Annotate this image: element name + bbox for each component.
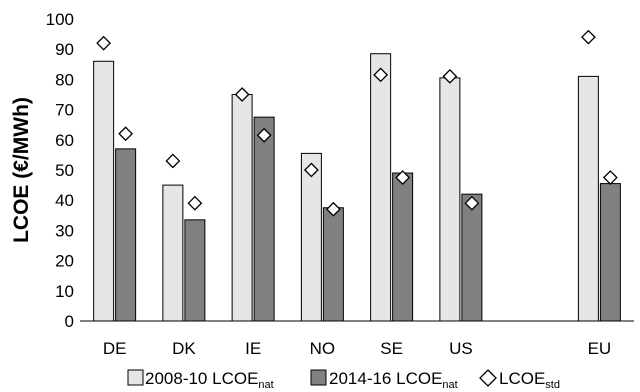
y-tick-label: 0 — [65, 312, 74, 331]
x-tick-label: DE — [103, 339, 127, 358]
bar-2014-16 — [184, 219, 206, 322]
x-tick-label: US — [449, 339, 473, 358]
std-marker — [464, 195, 480, 211]
bar-2008-10 — [162, 184, 184, 322]
x-tick-label: EU — [588, 339, 612, 358]
legend-label-2014-16: 2014-16 LCOEnat — [329, 369, 458, 391]
std-marker — [303, 162, 319, 178]
bar-2014-16 — [599, 183, 621, 322]
x-tick-label: IE — [245, 339, 261, 358]
y-tick-label: 20 — [55, 252, 74, 271]
std-marker — [395, 170, 411, 185]
bars — [93, 53, 621, 322]
bar-2008-10 — [439, 77, 461, 322]
std-marker — [602, 170, 618, 185]
x-tick-label: NO — [310, 339, 336, 358]
bar-2014-16 — [392, 172, 414, 322]
bar-2008-10 — [577, 75, 599, 322]
std-marker — [373, 67, 389, 83]
bar-2008-10 — [370, 53, 392, 322]
std-marker — [118, 126, 134, 142]
y-tick-label: 70 — [55, 101, 74, 120]
std-marker — [96, 35, 112, 51]
bar-2014-16 — [461, 193, 483, 322]
y-axis-ticks: 0 10 20 30 40 50 60 70 80 90 100 — [46, 10, 74, 331]
std-marker — [187, 195, 203, 211]
bar-2008-10 — [300, 152, 322, 322]
legend-label-std: LCOEstd — [499, 369, 560, 391]
legend-swatch-2014-16 — [310, 369, 327, 386]
x-tick-label: SE — [380, 339, 403, 358]
std-marker — [580, 29, 596, 45]
std-marker — [234, 87, 250, 102]
std-marker — [442, 68, 458, 84]
x-axis-labels: DE DK IE NO SE US EU — [103, 339, 611, 358]
legend-label-2008-10: 2008-10 LCOEnat — [145, 369, 274, 391]
y-tick-label: 40 — [55, 191, 74, 210]
y-tick-label: 90 — [55, 40, 74, 59]
std-markers — [96, 29, 618, 217]
bar-2014-16 — [322, 207, 344, 322]
legend-swatch-2008-10 — [127, 369, 144, 386]
std-marker — [256, 127, 272, 143]
legend: 2008-10 LCOEnat 2014-16 LCOEnat LCOEstd — [127, 369, 560, 391]
std-marker — [325, 201, 341, 217]
bar-2008-10 — [93, 60, 115, 322]
bar-2014-16 — [253, 116, 275, 322]
y-tick-label: 60 — [55, 131, 74, 150]
std-marker — [165, 153, 181, 169]
y-tick-label: 50 — [55, 161, 74, 180]
y-tick-label: 80 — [55, 70, 74, 89]
bar-2014-16 — [115, 148, 137, 322]
bar-2008-10 — [231, 94, 253, 322]
y-tick-label: 30 — [55, 221, 74, 240]
y-tick-label: 10 — [55, 282, 74, 301]
y-tick-label: 100 — [46, 10, 74, 29]
y-axis-label: LCOE (€/MWh) — [10, 97, 33, 243]
legend-diamond-icon — [479, 369, 497, 387]
x-tick-label: DK — [172, 339, 196, 358]
